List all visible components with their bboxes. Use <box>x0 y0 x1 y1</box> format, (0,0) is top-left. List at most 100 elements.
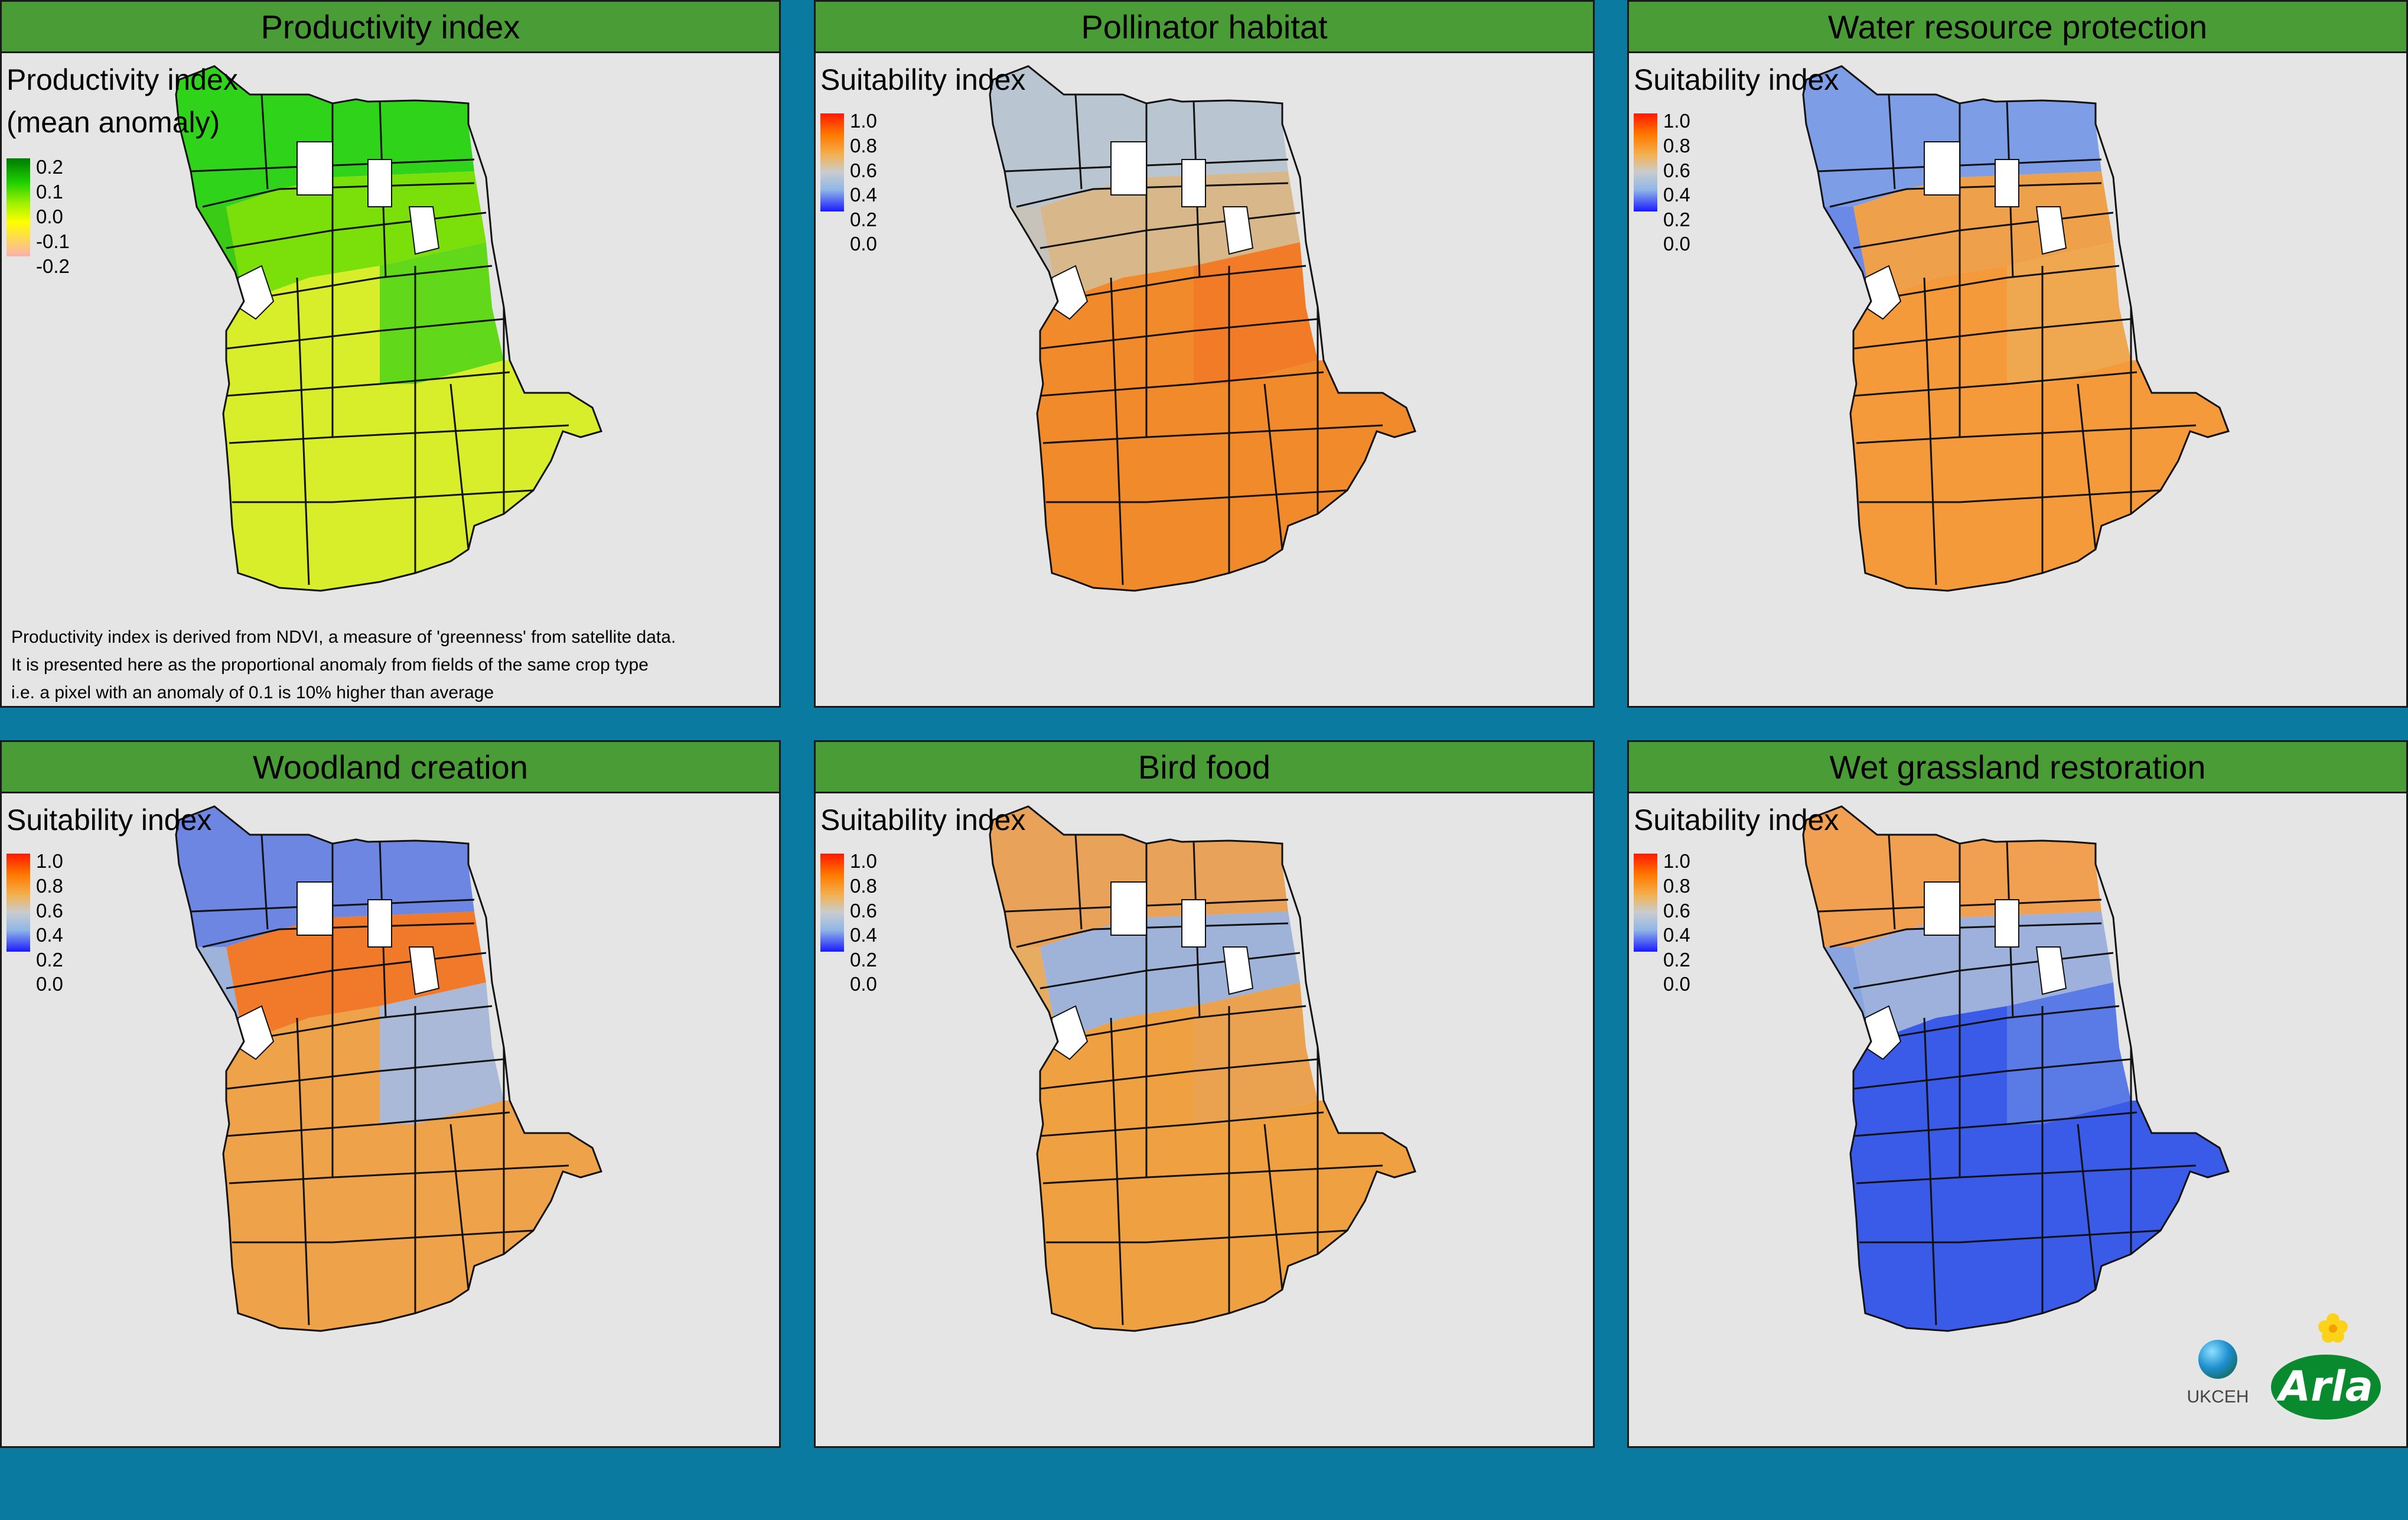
legend-tick: 0.6 <box>850 160 877 181</box>
field-zone <box>1850 266 2228 591</box>
map-area: Suitability index 1.0 0.8 0.6 0.4 0.2 0.… <box>1629 53 2406 706</box>
legend-title: Suitability index <box>1634 803 1839 837</box>
legend-tick: 0.4 <box>850 924 877 946</box>
field-boundary <box>1263 383 1283 550</box>
field-boundary <box>260 94 269 190</box>
field-zone <box>1037 266 1415 591</box>
panel-title: Woodland creation <box>2 742 779 793</box>
color-ramp <box>1634 113 1657 211</box>
footnote-line: It is presented here as the proportional… <box>11 655 649 675</box>
farm-boundary <box>989 65 1416 592</box>
legend-tick: 0.8 <box>850 875 877 897</box>
legend-tick: 0.0 <box>1663 233 1690 255</box>
field-boundary <box>1016 182 1289 208</box>
non-farmed-area <box>2035 946 2067 995</box>
field-boundary <box>237 265 493 302</box>
farm-map <box>1802 805 2230 1332</box>
field-boundary <box>449 383 470 550</box>
field-boundary <box>1865 1005 2120 1043</box>
field-zones <box>1803 66 2228 591</box>
color-ramp <box>6 854 30 952</box>
non-farmed-area <box>1222 206 1254 255</box>
non-farmed-area <box>2035 206 2067 255</box>
field-zone <box>226 912 486 1041</box>
arla-logo-text: Arla <box>2268 1352 2384 1423</box>
field-zone <box>1850 1006 2228 1331</box>
field-zones <box>176 66 601 591</box>
legend-tick: 0.0 <box>850 233 877 255</box>
ukceh-logo-text: UKCEH <box>2187 1387 2249 1407</box>
field-boundary <box>1046 1229 1348 1244</box>
color-legend: 1.0 0.8 0.6 0.4 0.2 0.0 <box>1634 111 1752 253</box>
map-area: Suitability index 1.0 0.8 0.6 0.4 0.2 0.… <box>816 53 1593 706</box>
legend-tick: 0.4 <box>1663 184 1690 206</box>
field-zone <box>226 171 486 301</box>
field-boundary <box>1046 489 1348 503</box>
legend-title: Productivity index <box>6 63 238 96</box>
field-zones <box>176 806 601 1331</box>
field-zone <box>1040 171 1300 301</box>
field-boundary <box>1888 834 1896 930</box>
legend-tick: 0.2 <box>36 949 63 971</box>
field-zone <box>223 1006 601 1331</box>
farm-boundary <box>175 805 602 1332</box>
non-farmed-area <box>1995 899 2019 948</box>
field-boundary <box>296 1017 310 1326</box>
field-zone <box>1824 207 1871 301</box>
field-boundary <box>1923 1017 1937 1326</box>
field-zone <box>380 242 504 384</box>
field-boundary <box>1040 371 1324 397</box>
field-boundary <box>232 489 534 503</box>
map-area: Productivity index (mean anomaly) 0.2 0.… <box>2 53 779 706</box>
arla-logo: Arla <box>2268 1310 2386 1434</box>
non-farmed-area <box>1181 159 1206 207</box>
legend-tick: 1.0 <box>850 110 877 132</box>
legend-tick: 0.2 <box>850 209 877 230</box>
field-boundary <box>2077 383 2097 550</box>
non-farmed-area <box>1995 159 2019 207</box>
field-boundary <box>1829 182 2102 208</box>
legend-subtitle: (mean anomaly) <box>6 106 220 139</box>
field-boundary <box>226 1058 504 1090</box>
legend-tick: 0.8 <box>1663 875 1690 897</box>
map-area: Suitability index 1.0 0.8 0.6 0.4 0.2 0.… <box>2 793 779 1446</box>
field-boundary <box>1051 1005 1306 1043</box>
legend-tick: 0.6 <box>1663 900 1690 922</box>
legend-tick: 0.2 <box>850 949 877 971</box>
legend-tick: 0.6 <box>1663 160 1690 181</box>
logos: UKCEH Arla <box>2168 1310 2392 1434</box>
farm-map <box>989 805 1416 1332</box>
field-boundary <box>226 1111 510 1137</box>
field-boundary <box>449 1124 470 1290</box>
field-zone <box>1011 207 1058 301</box>
field-zones <box>1803 806 2228 1331</box>
field-boundary <box>232 1229 534 1244</box>
field-zone <box>223 266 601 591</box>
field-boundary <box>1856 1164 2197 1184</box>
field-boundary <box>229 424 569 444</box>
field-boundary <box>1829 922 2102 948</box>
field-boundary <box>296 277 310 585</box>
legend-tick: 0.0 <box>36 973 63 995</box>
field-zone <box>1011 947 1058 1041</box>
legend-tick: 0.2 <box>36 156 63 178</box>
field-boundary <box>1923 277 1937 585</box>
panel-title: Wet grassland restoration <box>1629 742 2406 793</box>
legend-tick: 0.8 <box>1663 135 1690 157</box>
legend-tick: 1.0 <box>36 850 63 872</box>
field-zone <box>197 947 244 1041</box>
farm-map <box>175 805 602 1332</box>
color-ramp <box>1634 854 1657 952</box>
non-farmed-area <box>1924 881 1960 936</box>
field-boundary <box>1853 318 2132 350</box>
field-boundary <box>226 371 510 397</box>
panel-productivity: Productivity index Productivity index (m… <box>0 0 781 708</box>
farm-map <box>1802 65 2230 592</box>
field-zone <box>1853 912 2113 1041</box>
legend-tick: 0.2 <box>1663 949 1690 971</box>
panel-water-resource-protection: Water resource protection Suitability in… <box>1627 0 2408 708</box>
field-boundary <box>1856 424 2197 444</box>
field-zone <box>1037 1006 1415 1331</box>
legend-title: Suitability index <box>820 63 1026 96</box>
field-boundary <box>1263 1124 1283 1290</box>
